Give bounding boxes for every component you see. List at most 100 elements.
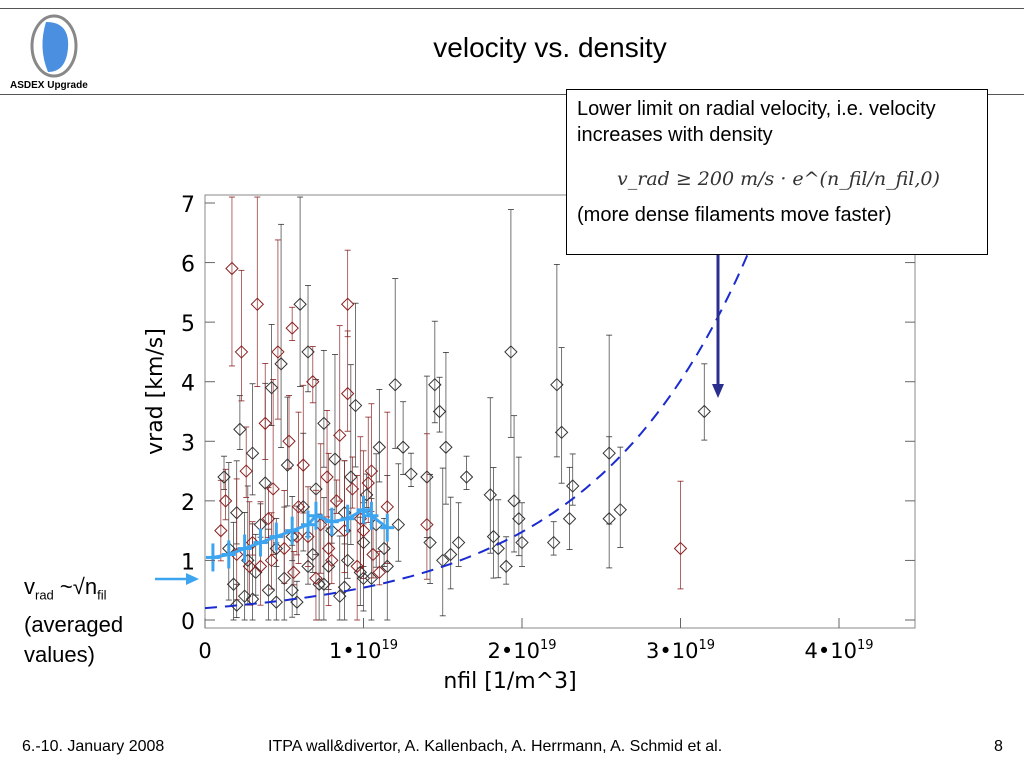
data-point-black <box>428 377 442 392</box>
asdex-logo-icon <box>30 14 78 78</box>
data-point-black <box>229 598 244 612</box>
data-point-black <box>443 547 458 562</box>
data-point-black <box>333 589 347 603</box>
data-point-red <box>214 523 228 538</box>
data-point-red <box>239 464 253 478</box>
vrad-subscript: rad <box>35 587 54 603</box>
callout-arrowhead <box>712 384 724 398</box>
note-arrowhead <box>186 573 199 585</box>
data-point-red <box>320 470 334 484</box>
data-point-black <box>507 494 521 508</box>
y-tick-label: 4 <box>181 372 195 397</box>
data-point-red <box>372 565 387 580</box>
data-point-red <box>258 416 272 431</box>
y-tick-label: 7 <box>181 193 195 218</box>
data-point-black <box>491 541 505 556</box>
data-point-black <box>340 553 355 568</box>
data-point-black <box>277 571 291 586</box>
data-point-black <box>562 512 577 526</box>
data-point-black <box>396 440 410 454</box>
data-point-black <box>337 580 352 594</box>
data-point-black <box>372 440 387 454</box>
data-point-red <box>325 553 339 568</box>
x-tick-label: 1•1019 <box>329 638 398 663</box>
data-point-black <box>423 535 437 550</box>
data-point-black <box>293 297 307 311</box>
averaged-values-note: vrad ~√nfil (averaged values) <box>24 572 123 670</box>
data-point-red <box>356 523 371 538</box>
data-point-black <box>377 541 391 556</box>
data-point-red <box>218 494 233 508</box>
data-point-black <box>344 470 358 484</box>
data-point-black <box>602 512 616 526</box>
data-point-red <box>361 476 375 490</box>
data-point-red <box>673 541 688 556</box>
data-point-black <box>274 357 288 371</box>
data-point-black <box>353 565 368 580</box>
callout-formula: v_rad ≥ 200 m/s · e^(n_fil/n_fil,0) <box>617 168 940 190</box>
data-point-black <box>348 398 363 413</box>
x-tick-label: 0 <box>198 639 211 663</box>
data-point-black <box>229 506 244 520</box>
data-point-red <box>333 428 347 443</box>
y-tick-label: 1 <box>181 550 195 575</box>
callout-box: Lower limit on radial velocity, i.e. vel… <box>566 89 988 255</box>
data-point-black <box>321 559 336 574</box>
data-point-black <box>697 404 711 419</box>
values-label: values) <box>24 642 95 668</box>
data-point-black <box>566 479 580 493</box>
data-point-red <box>253 559 268 574</box>
data-point-red <box>321 541 336 556</box>
data-point-black <box>459 470 474 484</box>
data-point-black <box>512 512 526 526</box>
data-point-black <box>546 535 561 550</box>
x-tick-label: 3•1019 <box>646 638 715 663</box>
data-point-red <box>261 512 276 526</box>
data-point-black <box>356 535 371 550</box>
data-point-black <box>451 535 466 550</box>
data-point-red <box>234 345 249 359</box>
data-point-red <box>420 517 434 532</box>
y-tick-label: 5 <box>181 312 195 337</box>
data-point-red <box>291 500 306 514</box>
data-point-red <box>277 541 291 556</box>
data-point-black <box>356 571 371 586</box>
top-rule <box>0 8 1024 9</box>
footer-date: 6.-10. January 2008 <box>22 738 165 755</box>
data-point-red <box>301 529 315 544</box>
data-point-red <box>282 434 296 448</box>
data-point-red <box>296 458 310 472</box>
data-point-black <box>317 577 331 591</box>
data-point-black <box>261 583 276 597</box>
data-point-red <box>309 571 323 586</box>
data-point-black <box>264 380 279 395</box>
data-point-red <box>287 565 301 580</box>
data-point-black <box>296 500 310 514</box>
data-point-red <box>306 375 320 389</box>
slide-title: velocity vs. density <box>433 32 667 63</box>
data-point-black <box>245 592 260 606</box>
data-point-black <box>309 482 323 496</box>
callout-note: (more dense filaments move faster) <box>577 204 892 226</box>
data-point-black <box>359 488 374 502</box>
data-point-black <box>325 523 339 538</box>
data-point-black <box>554 425 569 440</box>
data-point-black <box>301 559 315 574</box>
data-point-red <box>340 386 355 401</box>
data-point-red <box>242 559 257 574</box>
footer-credit: ITPA wall&divertor, A. Kallenbach, A. He… <box>268 738 723 755</box>
data-point-red <box>364 464 379 478</box>
data-point-red <box>266 482 280 496</box>
data-point-red <box>264 553 279 568</box>
data-point-black <box>391 517 406 532</box>
data-point-red <box>345 482 360 496</box>
logo-text: ASDEX Upgrade <box>10 80 88 91</box>
data-point-black <box>280 458 295 472</box>
x-tick-label: 4•1019 <box>804 638 873 663</box>
data-point-black <box>515 535 529 550</box>
data-point-black <box>269 595 284 609</box>
data-point-black <box>237 589 252 603</box>
nfil-subscript: fil <box>97 587 107 603</box>
y-tick-label: 0 <box>181 610 195 635</box>
data-point-black <box>486 529 501 544</box>
